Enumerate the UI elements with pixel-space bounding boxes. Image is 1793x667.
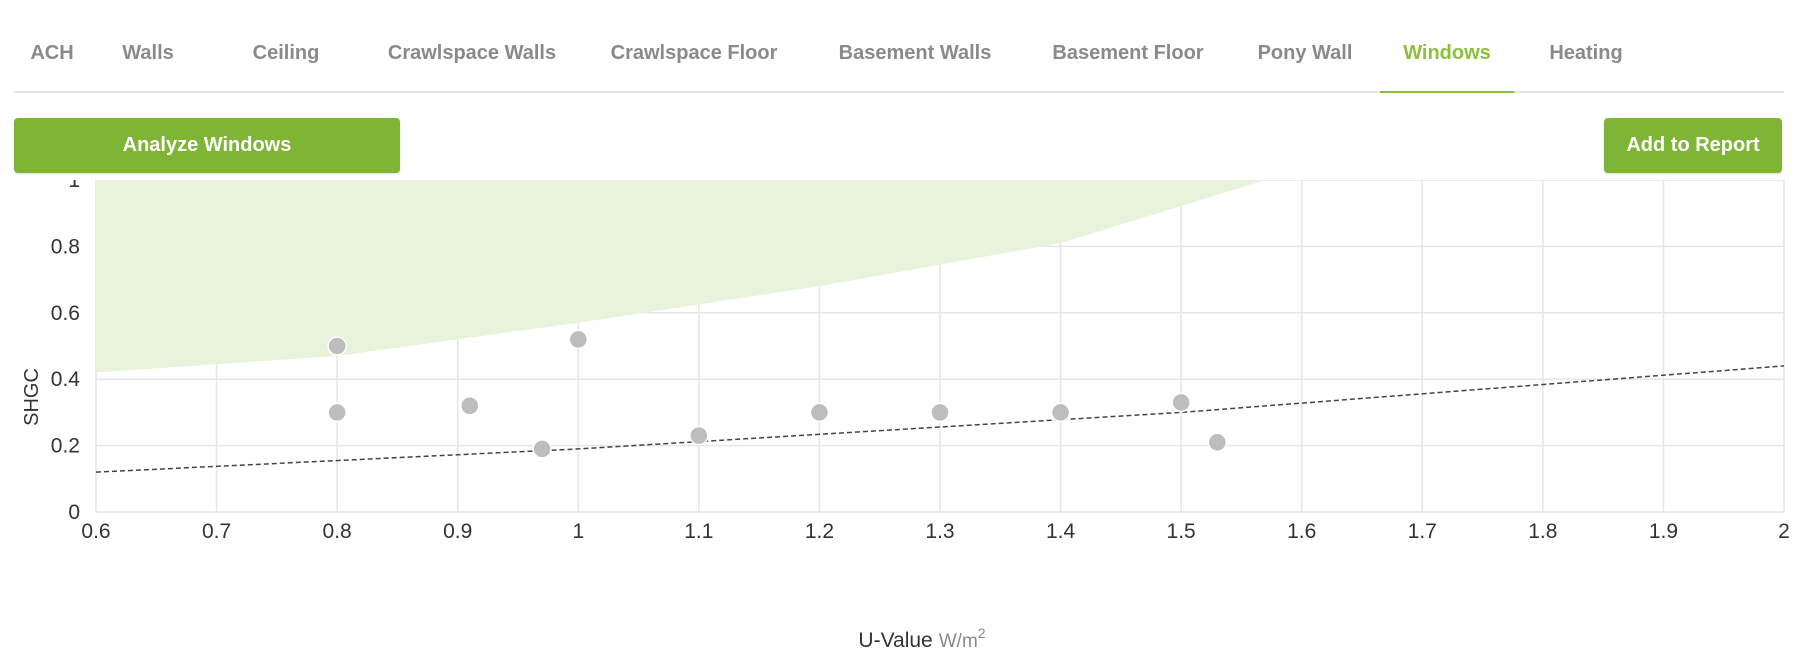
y-tick-label: 0.4 [51,368,81,391]
y-axis-label: SHGC [21,368,43,426]
tab-basement-floor[interactable]: Basement Floor [1052,42,1204,64]
trend-line [95,365,1785,473]
x-tick-label: 1.1 [684,520,713,543]
x-axis-label: U-Value W/m2 [858,625,985,652]
data-point[interactable] [460,396,480,416]
tab-basement-walls[interactable]: Basement Walls [838,42,992,64]
x-tick-label: 0.8 [323,520,352,543]
tab-windows[interactable]: Windows [1380,40,1514,93]
target-region [96,180,1266,373]
x-tick-label: 1 [572,520,584,543]
tab-pony-wall[interactable]: Pony Wall [1257,42,1353,64]
data-point[interactable] [568,329,589,350]
x-axis-ticks: 0.6 0.7 0.8 0.9 1 1.1 1.2 1.3 1.4 1.5 1.6 1.7 1.8 1.9… [81,520,1789,543]
tab-crawlspace-walls[interactable]: Crawlspace Walls [387,42,557,64]
data-point[interactable] [327,402,347,423]
data-point[interactable] [532,439,552,459]
y-axis-ticks: 0 0.2 0.4 0.6 0.8 1 [51,180,81,524]
x-tick-label: 1.3 [925,520,954,543]
x-tick-label: 0.6 [81,520,110,543]
data-point[interactable] [930,402,950,423]
y-tick-label: 1 [68,180,80,192]
x-tick-label: 1.5 [1167,520,1196,543]
y-tick-label: 0.2 [51,435,80,458]
data-point[interactable] [1207,432,1228,453]
x-tick-label: 1.7 [1408,520,1437,543]
tab-bar: ACH Walls Ceiling Crawlspace Walls Crawl… [14,0,1784,93]
y-tick-label: 0 [68,501,80,524]
data-point[interactable] [1171,392,1191,413]
x-tick-label: 1.2 [805,520,834,543]
y-tick-label: 0.6 [51,302,80,325]
data-point[interactable] [689,425,709,446]
x-tick-label: 2 [1778,520,1790,543]
x-tick-label: 0.7 [202,520,231,543]
x-tick-label: 1.9 [1649,520,1678,543]
analyze-windows-button[interactable]: Analyze Windows [14,118,400,173]
y-tick-label: 0.8 [51,235,80,258]
data-point[interactable] [1050,402,1071,423]
tab-walls[interactable]: Walls [122,42,174,64]
data-point[interactable] [327,336,347,356]
tab-ach[interactable]: ACH [30,42,74,64]
x-axis-title: U-Value [858,629,932,652]
x-tick-label: 0.9 [443,520,472,543]
tab-heating[interactable]: Heating [1549,42,1623,64]
add-to-report-button[interactable]: Add to Report [1604,118,1782,173]
x-axis-unit-superscript: 2 [978,625,986,641]
windows-scatter-chart: 0.6 0.7 0.8 0.9 1 1.1 1.2 1.3 1.4 1.5 1.6 1.7 1.8 1.9… [21,180,1790,652]
x-tick-label: 1.6 [1287,520,1316,543]
tab-ceiling[interactable]: Ceiling [252,42,320,64]
tab-crawlspace-floor[interactable]: Crawlspace Floor [610,42,778,64]
data-points [327,329,1228,459]
x-axis-unit: W/m [939,631,978,652]
x-tick-label: 1.8 [1528,520,1557,543]
data-point[interactable] [809,402,830,423]
x-tick-label: 1.4 [1046,520,1076,543]
